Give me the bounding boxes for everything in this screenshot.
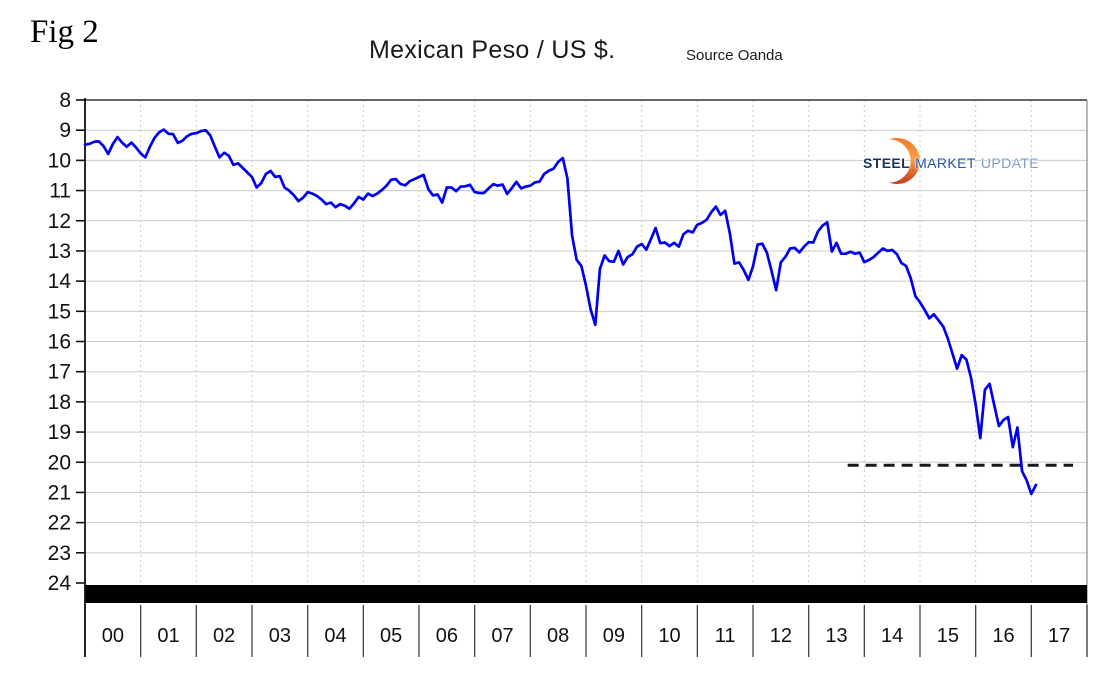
bottom-bar: [85, 585, 1087, 603]
y-tick-label: 19: [48, 421, 71, 444]
x-tick-label: 09: [603, 625, 625, 647]
crescent-shape: [889, 138, 921, 184]
y-tick-label: 20: [48, 451, 71, 474]
x-tick-label: 15: [937, 625, 959, 647]
y-tick-label: 8: [59, 89, 71, 112]
x-tick-label: 02: [213, 625, 235, 647]
y-tick-label: 9: [59, 119, 71, 142]
steel-market-update-logo: STEEL MARKET UPDATE: [860, 131, 1060, 189]
logo-text: STEEL MARKET UPDATE: [863, 155, 1039, 171]
y-tick-label: 22: [48, 512, 71, 535]
peso-usd-line: [83, 128, 1038, 496]
figure-label: Fig 2: [30, 14, 99, 50]
y-tick-label: 13: [48, 240, 71, 263]
y-tick-label: 23: [48, 542, 71, 565]
x-tick-label: 10: [658, 625, 680, 647]
x-tick-label: 06: [436, 625, 458, 647]
x-tick-label: 12: [770, 625, 792, 647]
y-tick-label: 12: [48, 210, 71, 233]
logo-word-steel: STEEL: [863, 155, 911, 171]
y-tick-label: 16: [48, 331, 71, 354]
chart-source-label: Source Oanda: [686, 47, 783, 64]
x-tick-label: 14: [881, 625, 903, 647]
logo-word-update: UPDATE: [980, 155, 1040, 171]
x-tick-label: 00: [102, 625, 124, 647]
x-tick-label: 16: [992, 625, 1014, 647]
x-tick-label: 17: [1048, 625, 1070, 647]
logo-word-market: MARKET: [915, 155, 976, 171]
x-tick-label: 13: [825, 625, 847, 647]
x-tick-label: 11: [715, 625, 736, 647]
y-tick-label: 18: [48, 391, 71, 414]
x-tick-label: 03: [269, 625, 291, 647]
y-tick-label: 24: [48, 572, 72, 595]
chart-title: Mexican Peso / US $.: [369, 36, 616, 64]
x-tick-label: 01: [157, 625, 179, 647]
x-tick-label: 08: [547, 625, 569, 647]
x-tick-label: 05: [380, 625, 402, 647]
y-tick-label: 15: [48, 300, 71, 323]
y-tick-label: 17: [48, 361, 71, 384]
y-tick-label: 14: [48, 270, 72, 293]
x-tick-label: 04: [324, 625, 346, 647]
y-tick-label: 10: [48, 149, 71, 172]
logo-crescent-icon: [889, 138, 921, 184]
y-tick-label: 21: [48, 481, 71, 504]
y-tick-label: 11: [49, 180, 71, 203]
x-tick-label: 07: [491, 625, 513, 647]
